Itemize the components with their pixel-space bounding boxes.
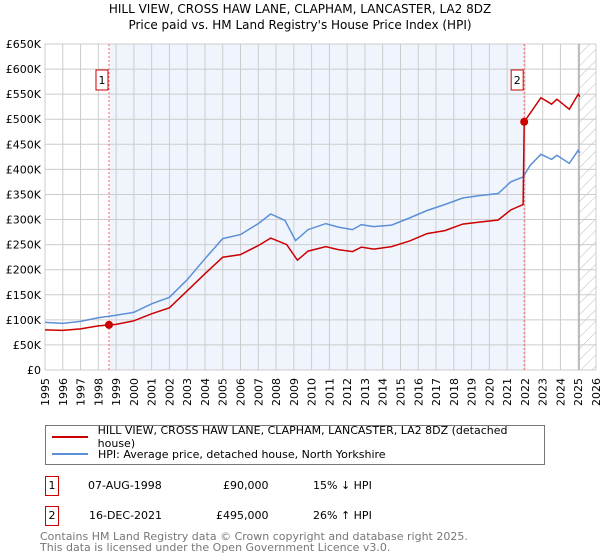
x-tick-label: 2015 [394,378,407,406]
price-chart: 1995 1996 1997 1998 1999 2000 2001 2002 2003 2004… [6,38,600,406]
transaction-date: 16-DEC-2021 [89,509,163,522]
x-tick-label: 2026 [590,378,600,406]
y-tick-label: £300K [6,214,42,227]
transaction-hpi: 15% ↓ HPI [313,479,372,492]
sale-label: 2 [514,74,521,87]
transaction-price: £495,000 [216,509,269,522]
x-tick-label: 2001 [146,378,159,406]
x-tick-label: 2023 [537,378,550,406]
x-tick-label: 2017 [430,378,443,406]
sale-label-box [95,69,109,91]
y-tick-label: £50K [13,339,42,352]
x-tick-label: 2008 [270,378,283,406]
footer-licence: This data is licensed under the Open Gov… [40,541,391,554]
sale-point [104,320,113,329]
x-tick-label: 2006 [235,378,248,406]
x-tick-label: 2022 [519,378,532,406]
y-tick-label: £200K [6,264,42,277]
legend-blue-label: HPI: Average price, detached house, Nort… [98,447,386,461]
forecast-hatch [579,44,596,370]
series-line-property [44,92,581,332]
legend-blue-swatch [52,453,88,455]
x-tick-label: 2003 [181,378,194,406]
x-tick-label: 1995 [39,378,52,406]
ownership-shading [108,44,525,370]
y-tick-label: £600K [6,63,42,76]
x-tick-label: 2013 [359,378,372,406]
x-tick-label: 2005 [217,378,230,406]
chart-title: HILL VIEW, CROSS HAW LANE, CLAPHAM, LANC… [108,2,492,16]
x-tick-label: 2014 [377,378,390,406]
y-tick-label: £350K [6,188,42,201]
chart-subtitle: Price paid vs. HM Land Registry's House … [128,18,472,32]
y-tick-label: £250K [6,239,42,252]
x-tick-label: 2012 [341,378,354,406]
transaction-marker: 1 [45,476,59,496]
x-tick-label: 2019 [466,378,479,406]
x-tick-label: 1997 [75,378,88,406]
x-tick-label: 2002 [163,378,176,406]
x-tick-label: 1998 [92,378,105,406]
x-tick-label: 2016 [412,378,425,406]
x-tick-label: 2024 [554,378,567,406]
sale-point [520,117,529,126]
sale-label: 1 [98,74,105,87]
x-tick-label: 2018 [448,378,461,406]
legend-red-swatch [52,436,88,438]
series-line-hpi [44,148,581,325]
y-tick-label: £450K [6,138,42,151]
y-tick-label: £100K [6,314,42,327]
y-tick-label: £400K [6,163,42,176]
legend-red-label: HILL VIEW, CROSS HAW LANE, CLAPHAM, LANC… [97,424,508,450]
y-tick-label: £150K [6,289,42,302]
x-tick-label: 2000 [128,378,141,406]
x-tick-label: 2011 [323,378,336,406]
footer-copyright: Contains HM Land Registry data © Crown c… [40,530,468,543]
x-tick-label: 1999 [110,378,123,406]
x-tick-label: 2021 [501,378,514,406]
transaction-price: £90,000 [223,479,269,492]
legend: HILL VIEW, CROSS HAW LANE, CLAPHAM, LANC… [45,424,545,465]
transaction-date: 07-AUG-1998 [88,479,162,492]
x-tick-label: 1996 [57,378,70,406]
x-tick-label: 2025 [572,378,585,406]
x-tick-label: 2004 [199,378,212,406]
transaction-marker: 2 [45,506,59,526]
y-tick-label: £500K [6,113,42,126]
x-tick-label: 2010 [306,378,319,406]
x-tick-label: 2020 [483,378,496,406]
x-tick-label: 2007 [252,378,265,406]
sale-label-box [510,69,524,91]
y-tick-label: £650K [6,38,42,51]
x-tick-label: 2009 [288,378,301,406]
y-tick-label: £0 [27,364,41,377]
y-tick-label: £550K [6,88,42,101]
transaction-hpi: 26% ↑ HPI [313,509,372,522]
